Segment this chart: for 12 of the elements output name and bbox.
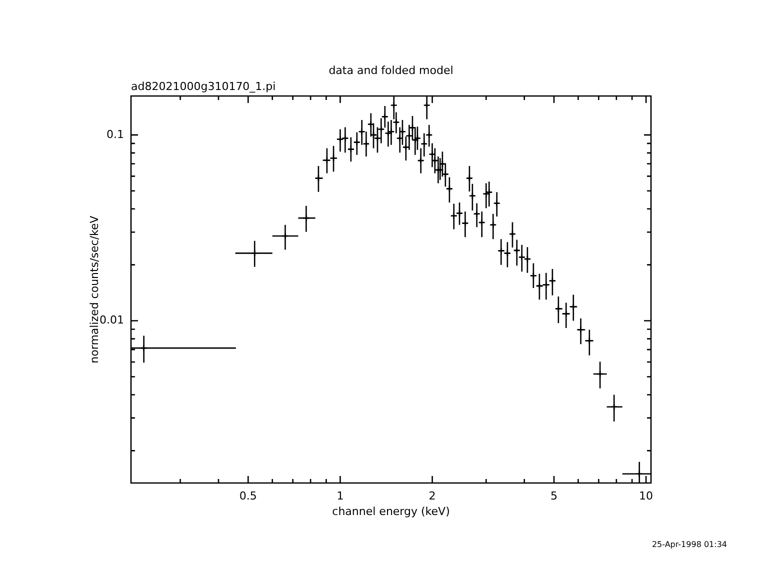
x-tick-label: 1	[336, 489, 344, 502]
chart-title: data and folded model	[328, 64, 454, 77]
chart-subtitle: ad82021000g310170_1.pi	[131, 80, 276, 93]
y-tick-label: 0.01	[100, 314, 124, 327]
y-axis-title: normalized counts/sec/keV	[88, 215, 101, 364]
text: 25-Apr-1998 01:34	[652, 540, 727, 549]
y-tick-label: 0.1	[106, 128, 124, 141]
x-tick-label: 2	[428, 489, 436, 502]
x-tick-label: 5	[550, 489, 558, 502]
x-tick-label: 0.5	[239, 489, 257, 502]
x-axis-title: channel energy (keV)	[332, 505, 450, 518]
x-tick-label: 10	[639, 489, 654, 502]
